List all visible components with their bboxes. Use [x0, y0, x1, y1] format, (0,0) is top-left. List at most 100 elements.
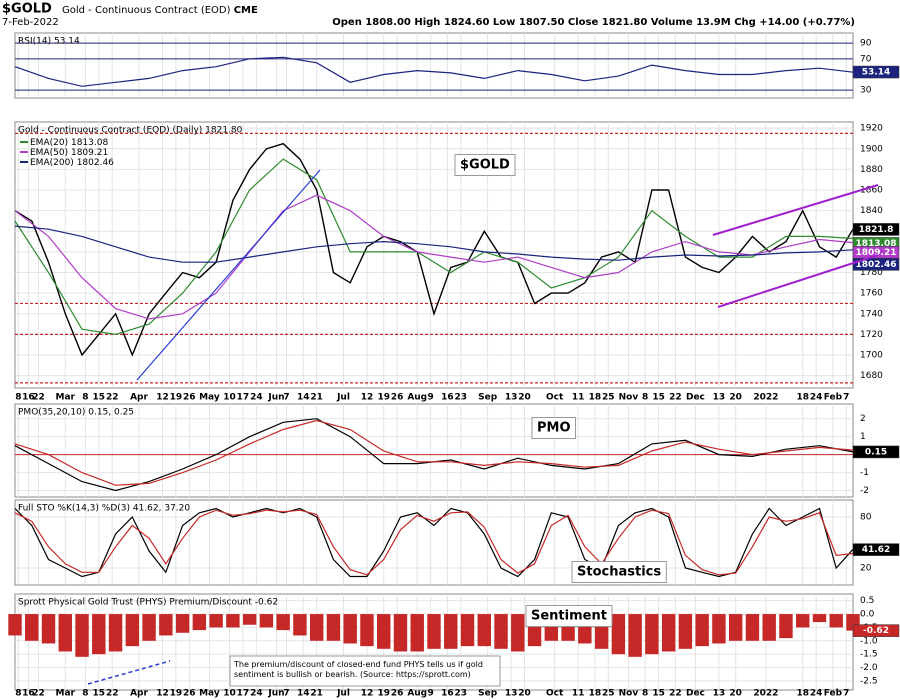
bar	[779, 614, 793, 639]
series-line	[14, 158, 854, 336]
x-tick-label: 14	[297, 689, 310, 699]
last-value-label: 1813.08	[856, 239, 897, 249]
x-tick-label: 25	[602, 393, 615, 403]
last-value-label: 0.15	[865, 447, 887, 457]
x-tick-label: 16	[441, 689, 454, 699]
bar	[762, 614, 776, 641]
x-tick-label: 18	[589, 393, 602, 403]
y-tick-label: 1920	[860, 124, 883, 134]
bar	[393, 614, 408, 652]
x-tick-label: 20	[518, 393, 531, 403]
x-tick-label: Dec	[686, 393, 705, 403]
annotation-box	[454, 154, 516, 176]
x-tick-label: 15	[93, 689, 106, 699]
note-line: sentiment is bullish or bearish. (Source…	[234, 670, 471, 679]
bar	[125, 614, 140, 647]
bar	[209, 614, 223, 628]
bar	[628, 614, 642, 657]
x-tick-label: Oct	[546, 393, 564, 403]
bar	[728, 614, 743, 641]
note-line: The premium/discount of closed-end fund …	[233, 660, 483, 669]
bar	[661, 614, 676, 652]
y-tick-label: 1900	[860, 144, 883, 154]
annotation: $GOLD	[460, 158, 510, 173]
x-tick-label: 20	[729, 393, 742, 403]
x-tick-label: 19	[377, 689, 390, 699]
bar	[695, 614, 709, 647]
x-tick-label: 12	[361, 393, 374, 403]
x-tick-label: 25	[602, 689, 615, 699]
bar	[477, 614, 491, 647]
instrument-name: Gold - Continuous Contract (EOD) CME	[62, 5, 258, 16]
y-tick-label: 1	[860, 432, 866, 442]
bar	[511, 614, 525, 652]
trendline	[136, 169, 321, 381]
bar	[494, 614, 508, 649]
last-value-box	[852, 543, 900, 556]
quote: Open 1808.00 High 1824.60 Low 1807.50 Cl…	[332, 17, 855, 28]
x-tick-label: Sep	[478, 393, 498, 403]
x-tick-label: 16	[22, 393, 35, 403]
bar	[712, 614, 726, 644]
x-tick-label: 11	[572, 393, 585, 403]
series-line	[14, 507, 854, 578]
y-tick-label: -1.5	[860, 650, 878, 660]
series-line	[14, 509, 854, 576]
bar	[812, 614, 827, 623]
x-tick-label: 10	[223, 689, 236, 699]
y-tick-label: -1	[860, 468, 869, 478]
bar	[58, 614, 72, 652]
x-tick-label: 14	[297, 393, 310, 403]
bar	[175, 614, 190, 633]
x-tick-label: Apr	[130, 393, 148, 403]
bar	[293, 614, 307, 636]
x-tick-label: 13	[505, 393, 518, 403]
y-tick-label: 0.5	[860, 596, 874, 606]
bar	[377, 614, 391, 649]
x-tick-label: Nov	[619, 689, 639, 699]
x-tick-label: 22	[32, 689, 45, 699]
y-tick-label: 0.0	[860, 610, 875, 620]
x-tick-label: 24	[250, 689, 263, 699]
y-tick-label: 1860	[860, 186, 883, 196]
legend-name: EMA(50)	[30, 148, 68, 158]
bar	[611, 614, 626, 655]
x-tick-label: Jul	[336, 689, 350, 699]
name: Gold - Continuous Contract (EOD)	[62, 5, 231, 16]
x-tick-label: 7	[283, 689, 289, 699]
exchange: CME	[234, 5, 258, 16]
legend-entry: EMA(200) 1802.46	[30, 158, 114, 168]
y-tick-label: 1680	[860, 371, 883, 381]
x-tick-label: 17	[237, 689, 250, 699]
legend-entry: EMA(50) 1809.21	[30, 148, 108, 158]
bar	[41, 614, 56, 644]
x-tick-label: 7	[843, 689, 849, 699]
x-tick-label: 2022	[753, 689, 778, 699]
bar	[226, 614, 240, 628]
x-tick-label: Jun	[267, 393, 284, 403]
x-tick-label: Feb	[824, 393, 843, 403]
series-line	[14, 419, 854, 486]
x-tick-label: Aug	[407, 393, 427, 403]
last-value-label: 1809.21	[856, 248, 897, 258]
bar	[678, 614, 693, 649]
legend-name: EMA(200)	[30, 158, 74, 168]
y-tick-label: 30	[860, 86, 872, 96]
panel-frame	[14, 499, 854, 586]
y-tick-label: 1720	[860, 330, 883, 340]
x-tick-label: 22	[32, 393, 45, 403]
bar	[427, 614, 441, 649]
series-line	[14, 194, 854, 320]
last-value-box	[852, 223, 900, 236]
x-tick-label: 24	[810, 689, 823, 699]
bar	[645, 614, 659, 655]
x-tick-label: 18	[796, 393, 809, 403]
y-tick-label: -1.0	[860, 636, 878, 646]
annotation-box	[571, 561, 667, 583]
x-tick-label: 13	[713, 393, 726, 403]
legend-value: 1809.21	[71, 148, 108, 158]
x-tick-label: 24	[250, 393, 263, 403]
bar	[108, 614, 123, 652]
x-tick-label: 15	[652, 393, 665, 403]
